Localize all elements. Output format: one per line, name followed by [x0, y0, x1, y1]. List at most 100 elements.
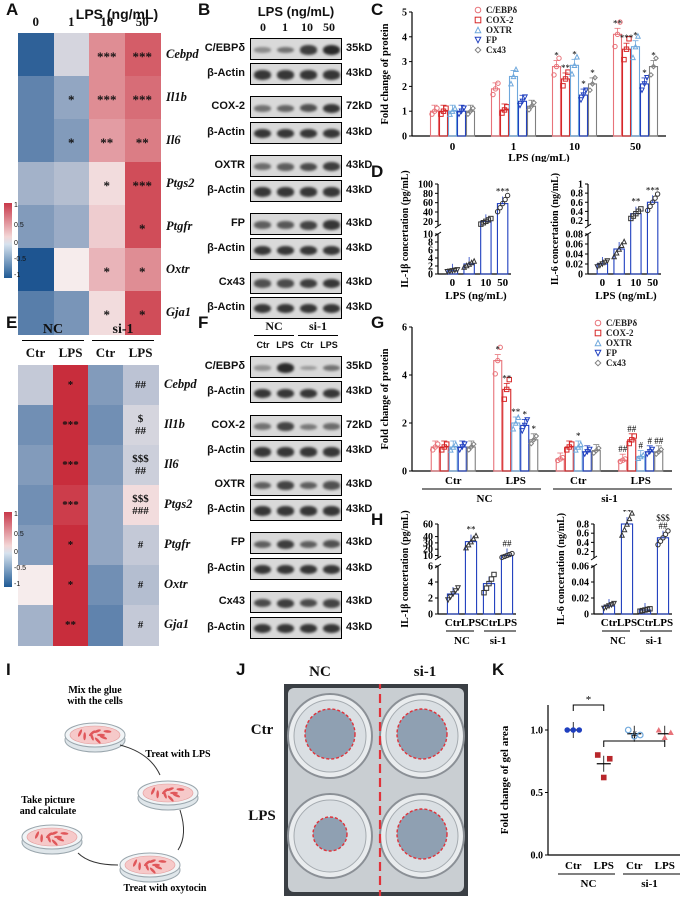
blot-b-band: [276, 304, 295, 314]
chart-g-mark: #: [648, 436, 653, 446]
blot-f-band: [299, 423, 318, 430]
blot-b-strip-2: [250, 96, 342, 119]
blot-f-band: [276, 623, 295, 634]
dish-3-cell: [158, 860, 167, 863]
chart-h1-point: [501, 553, 508, 560]
heatmap-a-gene-ptgfr: Ptgfr: [166, 218, 193, 233]
chart-g-mark: *: [523, 409, 528, 419]
blot-f-kd-9: 43kD: [346, 620, 373, 633]
dish-1: [64, 722, 126, 753]
chart-c-legend-label: FP: [486, 35, 497, 45]
colorbar-a-tick: 0: [14, 240, 18, 247]
blot-b-band: [276, 187, 295, 197]
blot-f-band: [276, 598, 295, 608]
heatmap-e-cell: [88, 365, 124, 406]
chart-c-y-tick-label: 4: [402, 32, 407, 43]
chart-h2-point: [662, 531, 669, 538]
chart-h2-xtick: Ctr: [601, 617, 618, 629]
blot-f-strip-5: [250, 499, 342, 521]
chart-h2-point: [657, 538, 664, 544]
chart-g-group-label: si-1: [601, 493, 618, 505]
blot-b-band: [276, 221, 295, 230]
chart-d2-point: [599, 261, 606, 268]
chart-c-bar: [465, 110, 476, 137]
chart-c-xtick: 1: [511, 141, 517, 153]
chart-c-point: [510, 73, 517, 80]
chart-c-point: [621, 56, 627, 63]
chart-k-point: [636, 731, 644, 739]
blot-f-band: [322, 364, 341, 372]
chart-c-point: [592, 74, 598, 81]
colorbar-a-tick: -0.5: [14, 256, 27, 263]
chart-k-point: [564, 727, 571, 733]
chart-k-y-tick-label: 0.0: [531, 851, 544, 862]
blot-b-band: [322, 304, 341, 314]
chart-h2-mark: **: [623, 510, 633, 517]
chart-d2-yhigh-tick-label: 0.2: [571, 216, 584, 227]
chart-g-xtick: Ctr: [570, 475, 587, 487]
chart-d2-xtick: 10: [630, 277, 642, 289]
blot-f-lane-3: LPS: [320, 340, 338, 350]
chart-c-mark: *: [581, 79, 586, 89]
heatmap-a-cell: [89, 162, 125, 206]
chart-g-point: [461, 441, 468, 448]
chart-c-mark: *: [572, 49, 577, 59]
chart-g-point: [519, 428, 526, 435]
chart-h1-point: [504, 552, 510, 559]
heatmap-a-star: *: [103, 177, 111, 193]
heatmap-e-mark: *: [67, 579, 74, 591]
heatmap-a-cell: [124, 33, 161, 77]
dish-2: [137, 780, 199, 811]
dish-1-medium: [69, 725, 121, 745]
chart-g-mark: #: [639, 441, 644, 451]
chart-g-point: [524, 417, 531, 424]
colorbar-e-tick: 1: [14, 511, 18, 518]
blot-b-band: [322, 162, 341, 172]
chart-g-xtick: Ctr: [445, 475, 462, 487]
heatmap-e-mark: #: [137, 579, 144, 591]
heatmap-a-cell: [124, 205, 161, 249]
chart-h1-point: [481, 590, 487, 596]
chart-c-point: [470, 105, 476, 112]
heatmap-e-mark: ***: [62, 499, 79, 511]
chart-d1-point: [504, 192, 511, 199]
heatmap-a-cell: [18, 291, 54, 335]
heatmap-e-cell: [88, 565, 124, 606]
colorbar-e-tick: -1: [14, 581, 21, 588]
chart-g-mark: *: [532, 424, 537, 434]
chart-h1-ylow-tick-label: 4: [428, 578, 433, 589]
heatmap-e-cell: [88, 525, 124, 566]
blot-f-band: [253, 388, 272, 399]
heatmap-a-cell: [18, 205, 54, 249]
blot-f-band: [253, 423, 272, 431]
chart-h1-point: [491, 571, 497, 578]
chart-g-point: [533, 433, 540, 439]
blot-f-kd-0: 35kD: [346, 360, 373, 372]
chart-k-y-tick-label: 0.5: [531, 788, 544, 799]
dish-1-cell: [99, 735, 108, 740]
chart-d2-point: [621, 238, 628, 245]
chart-h2-yhigh-tick-label: 0.8: [577, 520, 590, 531]
heatmap-a-cell: [53, 33, 90, 77]
chart-h2-point: [623, 520, 631, 527]
blot-f-label-2: COX-2: [211, 418, 245, 431]
chart-g-point: [572, 446, 579, 453]
blot-f-band: [276, 422, 295, 432]
blot-f-band: [322, 598, 341, 608]
chart-c-point: [623, 46, 630, 52]
panel-label-j: J: [236, 660, 246, 679]
dish-4: [21, 824, 83, 855]
heatmap-e-mark: $$$ ##: [132, 453, 149, 477]
heatmap-a-star: *: [68, 134, 75, 150]
blot-f-band: [322, 423, 341, 431]
chart-g-legend-marker: [594, 359, 602, 367]
blot-f-strip-8: [250, 591, 342, 614]
chart-d1-xtick: 10: [480, 277, 492, 289]
scheme-i-step-0: Mix the glue: [68, 685, 122, 696]
heatmap-a-cell: [124, 291, 161, 335]
chart-d1-ylow-tick-label: 0: [428, 270, 433, 281]
heatmap-e-group-line: [92, 340, 154, 341]
dish-4-cell: [54, 835, 62, 839]
blot-b-band: [322, 220, 341, 230]
chart-c-point: [455, 111, 463, 118]
